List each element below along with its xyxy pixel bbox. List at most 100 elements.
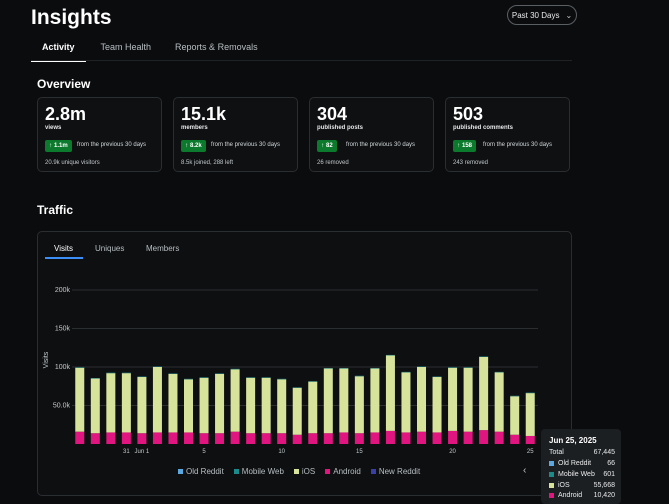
- tooltip-value: 66: [607, 460, 615, 467]
- bar-segment-android[interactable]: [277, 433, 286, 444]
- bar-segment-ios[interactable]: [526, 393, 535, 436]
- bar-segment-ios[interactable]: [324, 369, 333, 434]
- y-tick-label: 100k: [55, 364, 71, 371]
- bar-segment-ios[interactable]: [122, 373, 131, 432]
- legend-item-ios[interactable]: iOS: [294, 467, 315, 476]
- bar-segment-ios[interactable]: [262, 378, 271, 433]
- bar-segment-android[interactable]: [200, 433, 209, 444]
- bar-segment-android[interactable]: [510, 435, 519, 444]
- bar-segment-android[interactable]: [215, 433, 224, 444]
- bar-segment-android[interactable]: [433, 432, 442, 444]
- bar-segment-android[interactable]: [91, 433, 100, 444]
- stat-value: 15.1k: [181, 104, 226, 125]
- legend-label: New Reddit: [379, 467, 420, 476]
- bar-segment-android[interactable]: [324, 433, 333, 444]
- legend-item-android[interactable]: Android: [325, 467, 361, 476]
- bar-segment-ios[interactable]: [200, 378, 209, 433]
- bar-segment-android[interactable]: [231, 432, 240, 444]
- x-tick-label: 20: [449, 449, 456, 455]
- bar-segment-android[interactable]: [293, 435, 302, 444]
- legend-swatch: [325, 469, 330, 474]
- legend-item-mobile-web[interactable]: Mobile Web: [234, 467, 284, 476]
- bar-segment-ios[interactable]: [479, 357, 488, 430]
- bar-segment-ios[interactable]: [417, 367, 426, 432]
- bar-segment-android[interactable]: [526, 436, 535, 444]
- bar-segment-android[interactable]: [417, 432, 426, 444]
- bar-segment-ios[interactable]: [231, 369, 240, 431]
- bar-segment-ios[interactable]: [277, 379, 286, 433]
- bar-segment-ios[interactable]: [433, 377, 442, 432]
- stat-change-text: from the previous 30 days: [483, 142, 552, 148]
- bar-segment-ios[interactable]: [510, 396, 519, 435]
- tooltip-swatch: [549, 493, 554, 498]
- stat-change-value: 8.2k: [190, 143, 202, 149]
- bar-segment-android[interactable]: [137, 433, 146, 444]
- bar-segment-android[interactable]: [401, 432, 410, 444]
- tooltip-value: 10,420: [594, 492, 615, 499]
- bar-segment-ios[interactable]: [184, 379, 193, 432]
- stat-value: 304: [317, 104, 347, 125]
- bar-segment-ios[interactable]: [308, 382, 317, 434]
- bar-segment-android[interactable]: [355, 433, 364, 444]
- bar-segment-ios[interactable]: [246, 378, 255, 433]
- stat-label: members: [181, 125, 208, 131]
- legend-item-new-reddit[interactable]: New Reddit: [371, 467, 420, 476]
- bar-segment-android[interactable]: [153, 432, 162, 444]
- tab-reports-removals[interactable]: Reports & Removals: [164, 38, 269, 60]
- tab-activity[interactable]: Activity: [31, 38, 86, 62]
- x-tick-label: 15: [356, 449, 363, 455]
- bar-segment-ios[interactable]: [386, 355, 395, 430]
- bar-segment-ios[interactable]: [91, 379, 100, 434]
- bar-segment-android[interactable]: [262, 433, 271, 444]
- bar-segment-android[interactable]: [168, 432, 177, 444]
- bar-segment-ios[interactable]: [355, 376, 364, 433]
- legend-swatch: [234, 469, 239, 474]
- bar-segment-ios[interactable]: [370, 369, 379, 433]
- traffic-heading: Traffic: [37, 203, 73, 217]
- bar-segment-android[interactable]: [370, 432, 379, 444]
- bar-segment-android[interactable]: [122, 432, 131, 444]
- bar-segment-android[interactable]: [106, 432, 115, 444]
- tab-team-health[interactable]: Team Health: [90, 38, 163, 60]
- tooltip-swatch: [549, 483, 554, 488]
- bar-segment-ios[interactable]: [464, 368, 473, 432]
- date-range-select[interactable]: Past 30 Days ⌄: [507, 5, 577, 25]
- bar-segment-ios[interactable]: [401, 372, 410, 432]
- bar-segment-android[interactable]: [75, 432, 84, 444]
- bar-segment-ios[interactable]: [339, 369, 348, 433]
- bar-segment-ios[interactable]: [215, 374, 224, 433]
- stat-change-badge: ↑1.1m: [45, 140, 72, 152]
- overview-heading: Overview: [37, 77, 90, 91]
- chevron-left-icon[interactable]: ‹: [523, 465, 526, 476]
- bar-segment-ios[interactable]: [75, 368, 84, 432]
- y-axis-label: Visits: [43, 351, 50, 368]
- tooltip-value: 601: [603, 471, 615, 478]
- bar-segment-android[interactable]: [339, 432, 348, 444]
- bar-segment-android[interactable]: [464, 432, 473, 444]
- bar-segment-android[interactable]: [246, 433, 255, 444]
- legend-label: Mobile Web: [242, 467, 284, 476]
- arrow-up-icon: ↑: [457, 143, 460, 149]
- bar-segment-ios[interactable]: [153, 367, 162, 432]
- bar-segment-android[interactable]: [308, 433, 317, 444]
- stat-label: published posts: [317, 125, 363, 131]
- bar-segment-ios[interactable]: [106, 373, 115, 432]
- y-tick-label: 50.0k: [53, 403, 71, 410]
- bar-segment-android[interactable]: [184, 432, 193, 444]
- bar-segment-ios[interactable]: [293, 388, 302, 435]
- x-tick-label: 10: [278, 449, 285, 455]
- legend-item-old-reddit[interactable]: Old Reddit: [178, 467, 224, 476]
- bar-segment-ios[interactable]: [448, 368, 457, 431]
- bar-segment-android[interactable]: [479, 430, 488, 444]
- bar-segment-ios[interactable]: [168, 374, 177, 433]
- bar-segment-android[interactable]: [448, 431, 457, 444]
- bar-segment-android[interactable]: [495, 432, 504, 444]
- bar-segment-ios[interactable]: [137, 377, 146, 433]
- bar-segment-ios[interactable]: [495, 372, 504, 431]
- bar-segment-android[interactable]: [386, 431, 395, 444]
